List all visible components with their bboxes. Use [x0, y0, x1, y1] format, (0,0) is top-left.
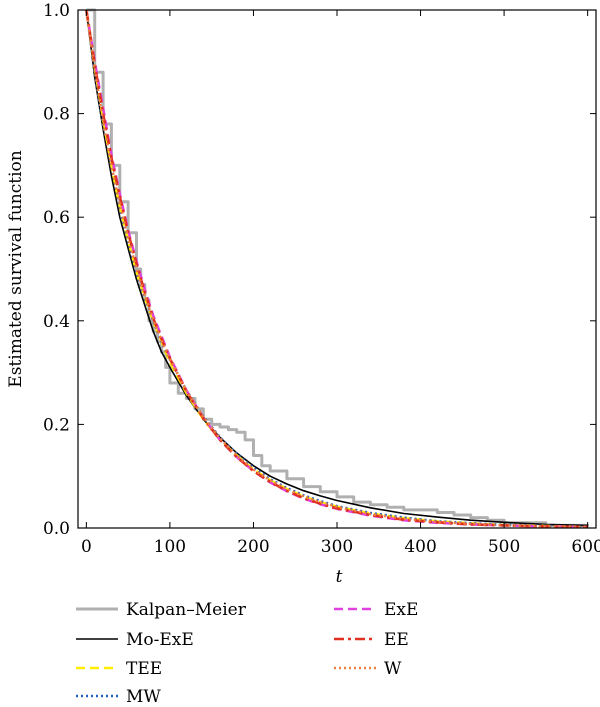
x-tick-label: 200 [237, 537, 269, 557]
legend-item-3: MW [76, 687, 161, 707]
legend-label: W [384, 659, 402, 679]
x-tick-label: 600 [571, 537, 600, 557]
y-axis-label: Estimated survival function [6, 150, 26, 387]
x-tick-label: 100 [154, 537, 186, 557]
legend-item-0: Kalpan–Meier [76, 600, 247, 620]
legend-item-5: EE [334, 630, 409, 650]
x-tick-label: 300 [321, 537, 353, 557]
x-tick-label: 0 [81, 537, 92, 557]
curves-layer [85, 8, 590, 529]
legend-label: Mo-ExE [126, 630, 194, 650]
y-tick-label: 1.0 [43, 1, 70, 21]
x-tick-label: 400 [404, 537, 436, 557]
series-line-5 [85, 9, 588, 529]
y-tick-label: 0.6 [43, 208, 70, 228]
series-line-0 [86, 8, 590, 527]
legend-item-1: Mo-ExE [76, 630, 194, 650]
legend-label: ExE [384, 600, 418, 620]
x-tick-label: 500 [488, 537, 520, 557]
tick-labels: 0 100 200 300 400 500 600 0.0 0.2 0.4 0.6 0.8 1.0 [43, 1, 600, 557]
y-tick-label: 0.8 [43, 105, 70, 125]
y-tick-label: 0.4 [43, 312, 70, 332]
legend-item-2: TEE [76, 659, 162, 679]
legend-label: TEE [126, 659, 162, 679]
series-line-3 [85, 9, 588, 529]
series-line-6 [85, 9, 588, 529]
legend: Kalpan–Meier Mo-ExE TEE MW ExE EE W [76, 600, 418, 707]
series-line-2 [85, 9, 588, 529]
plot-frame [77, 9, 597, 529]
series-line-1 [85, 9, 588, 527]
axis-ticks [78, 9, 596, 529]
legend-label: MW [126, 687, 161, 707]
legend-label: Kalpan–Meier [126, 600, 247, 620]
legend-item-6: W [334, 659, 402, 679]
y-tick-label: 0.0 [43, 519, 70, 539]
x-axis-label: t [336, 567, 343, 587]
legend-label: EE [384, 630, 409, 650]
y-tick-label: 0.2 [43, 415, 70, 435]
legend-item-4: ExE [334, 600, 418, 620]
series-line-4 [85, 9, 588, 529]
